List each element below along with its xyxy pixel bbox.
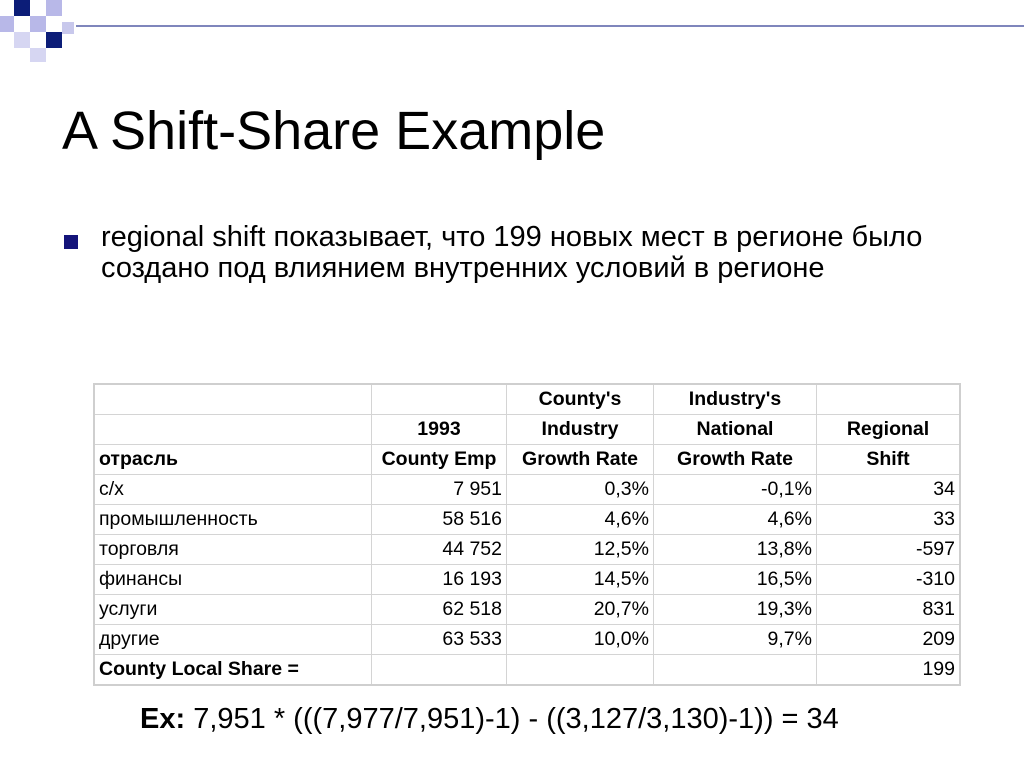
employment-cell: 44 752 [371, 534, 507, 565]
table-header-row: 1993 Industry National Regional [93, 414, 961, 445]
industry-cell: промышленность [93, 504, 372, 535]
regional-shift-cell: 831 [816, 594, 961, 625]
national-growth-cell: 19,3% [653, 594, 817, 625]
header-cell: отрасль [93, 444, 372, 475]
header-cell [93, 383, 372, 415]
header-cell: Shift [816, 444, 961, 475]
table-row: торговля 44 752 12,5% 13,8% -597 [93, 534, 961, 565]
table-header-row: отрасль County Emp Growth Rate Growth Ra… [93, 444, 961, 475]
header-cell: Growth Rate [653, 444, 817, 475]
industry-cell: финансы [93, 564, 372, 595]
employment-cell: 16 193 [371, 564, 507, 595]
header-cell: 1993 [371, 414, 507, 445]
county-growth-cell: 4,6% [506, 504, 654, 535]
header-cell [816, 383, 961, 415]
regional-shift-cell: 209 [816, 624, 961, 655]
header-cell: Industry [506, 414, 654, 445]
employment-cell: 63 533 [371, 624, 507, 655]
industry-cell: услуги [93, 594, 372, 625]
header-cell: County Emp [371, 444, 507, 475]
header-cell: Industry's [653, 383, 817, 415]
empty-cell [371, 654, 507, 686]
header-cell: National [653, 414, 817, 445]
national-growth-cell: -0,1% [653, 474, 817, 505]
regional-shift-cell: -310 [816, 564, 961, 595]
slide-title: A Shift-Share Example [62, 101, 606, 161]
header-cell [371, 383, 507, 415]
empty-cell [653, 654, 817, 686]
national-growth-cell: 16,5% [653, 564, 817, 595]
county-growth-cell: 10,0% [506, 624, 654, 655]
table-row: услуги 62 518 20,7% 19,3% 831 [93, 594, 961, 625]
employment-cell: 7 951 [371, 474, 507, 505]
industry-cell: торговля [93, 534, 372, 565]
regional-shift-cell: 33 [816, 504, 961, 535]
square-bullet-icon [64, 235, 78, 249]
county-growth-cell: 12,5% [506, 534, 654, 565]
industry-cell: другие [93, 624, 372, 655]
header-cell: Regional [816, 414, 961, 445]
national-growth-cell: 4,6% [653, 504, 817, 535]
table-header-row: County's Industry's [93, 383, 961, 415]
example-formula-text: 7,951 * (((7,977/7,951)-1) - ((3,127/3,1… [185, 703, 839, 735]
example-formula: Ex: 7,951 * (((7,977/7,951)-1) - ((3,127… [140, 701, 839, 737]
table-row: финансы 16 193 14,5% 16,5% -310 [93, 564, 961, 595]
table-row: с/х 7 951 0,3% -0,1% 34 [93, 474, 961, 505]
table-row: другие 63 533 10,0% 9,7% 209 [93, 624, 961, 655]
employment-cell: 58 516 [371, 504, 507, 535]
header-cell: Growth Rate [506, 444, 654, 475]
employment-cell: 62 518 [371, 594, 507, 625]
county-growth-cell: 20,7% [506, 594, 654, 625]
table-total-row: County Local Share = 199 [93, 654, 961, 686]
national-growth-cell: 9,7% [653, 624, 817, 655]
total-label-cell: County Local Share = [93, 654, 372, 686]
bullet-text: regional shift показывает, что 199 новых… [101, 221, 923, 284]
national-growth-cell: 13,8% [653, 534, 817, 565]
total-value-cell: 199 [816, 654, 961, 686]
decorative-header-squares [0, 0, 1024, 62]
county-growth-cell: 14,5% [506, 564, 654, 595]
empty-cell [506, 654, 654, 686]
regional-shift-cell: 34 [816, 474, 961, 505]
shift-share-table: County's Industry's 1993 Industry Nation… [93, 383, 961, 686]
example-label: Ex: [140, 703, 186, 735]
county-growth-cell: 0,3% [506, 474, 654, 505]
table-row: промышленность 58 516 4,6% 4,6% 33 [93, 504, 961, 535]
header-cell [93, 414, 372, 445]
regional-shift-cell: -597 [816, 534, 961, 565]
industry-cell: с/х [93, 474, 372, 505]
header-cell: County's [506, 383, 654, 415]
